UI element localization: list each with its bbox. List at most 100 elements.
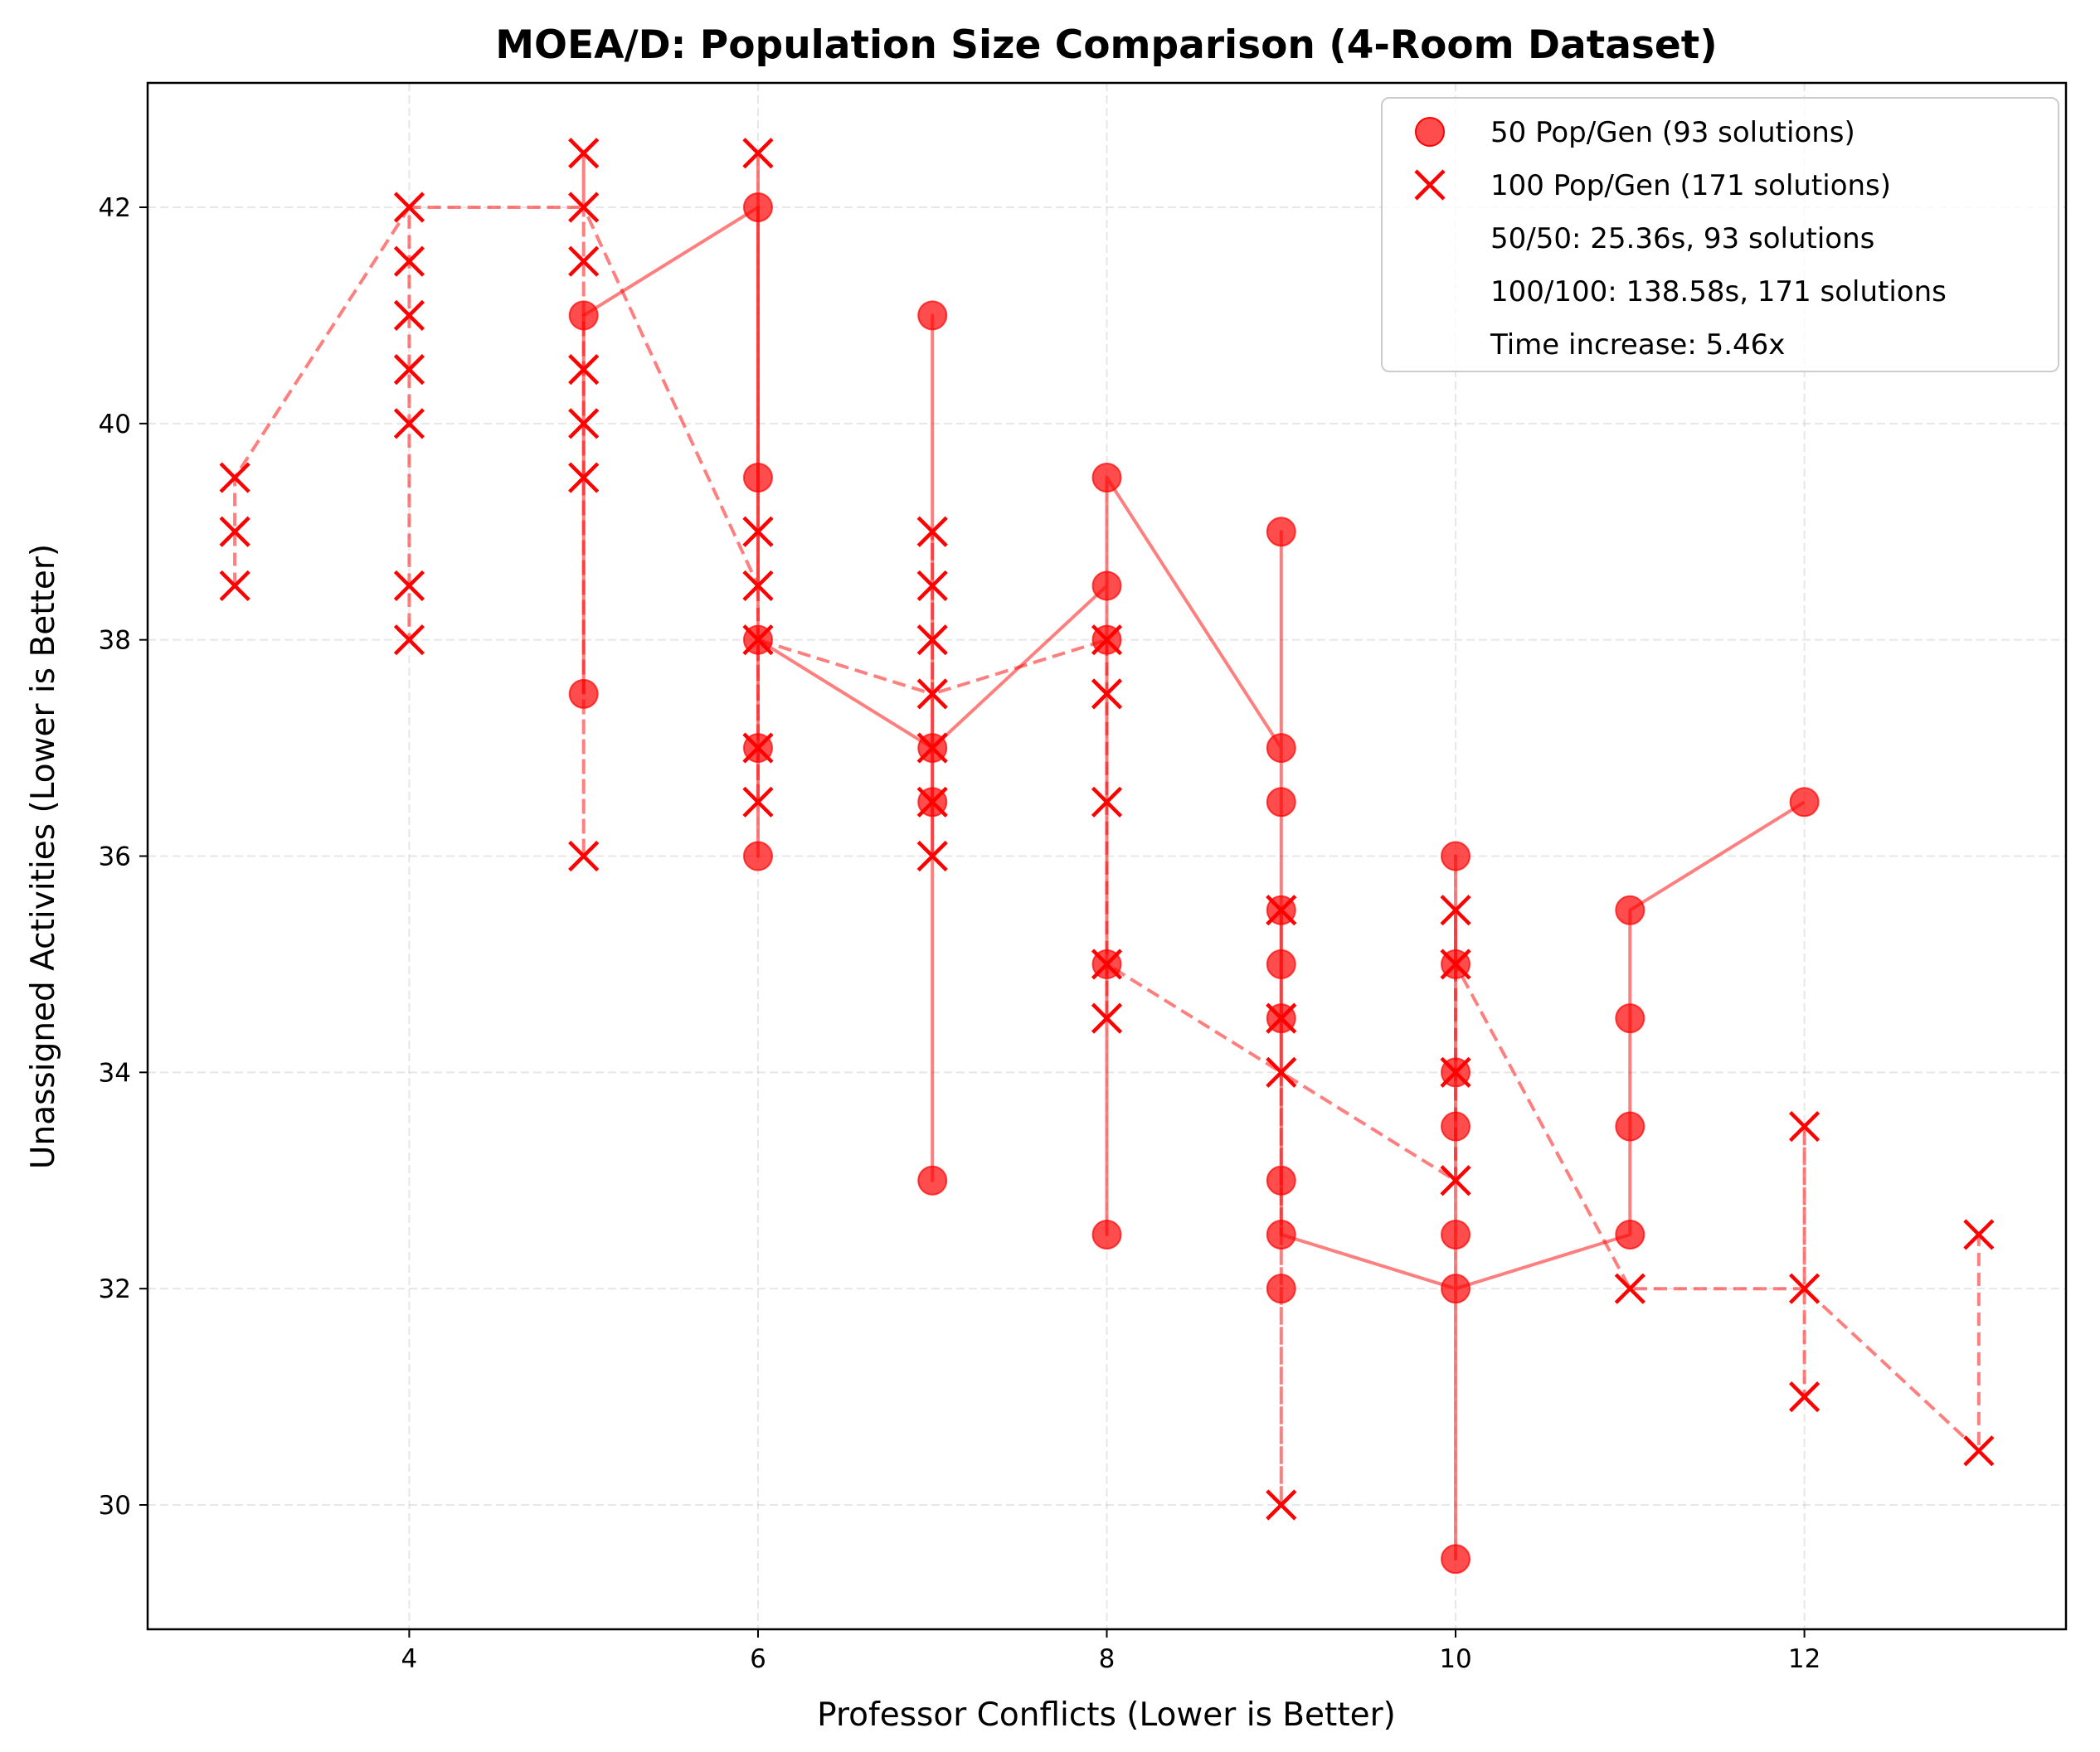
legend-entry-50-pop: 50 Pop/Gen (93 solutions) [1490, 116, 1855, 149]
data-point-x-stroke [916, 516, 948, 547]
data-point-circle [568, 300, 599, 331]
data-point-x-stroke [742, 570, 774, 602]
data-point-x-stroke [742, 516, 774, 547]
legend: 50 Pop/Gen (93 solutions) 100 Pop/Gen (1… [1381, 97, 2059, 372]
data-point-x-stroke [393, 245, 425, 277]
data-point-x [1963, 1435, 1995, 1467]
data-point-x [916, 570, 948, 602]
data-point-circle [1266, 1165, 1296, 1196]
data-point-x [916, 732, 948, 764]
data-point-x [393, 192, 425, 223]
data-point-circle [1266, 1274, 1296, 1304]
data-point-x-stroke [568, 354, 600, 386]
data-point-circle [742, 841, 773, 871]
data-point-x-stroke [1266, 895, 1297, 926]
y-tick-label: 36 [99, 842, 131, 872]
data-point-x-stroke [742, 138, 774, 169]
y-tick-label: 42 [99, 193, 131, 223]
data-point-x-stroke [219, 570, 250, 602]
x-tick-label: 8 [1099, 1644, 1116, 1674]
data-point-x-stroke [916, 570, 948, 602]
data-point-x [1266, 1489, 1297, 1521]
data-point-x [1440, 895, 1471, 926]
data-point-circle [1441, 841, 1471, 871]
data-point-x-stroke [1266, 1056, 1297, 1088]
data-point-circle [1091, 1219, 1122, 1250]
legend-entry-50-50-time: 50/50: 25.36s, 93 solutions [1490, 222, 1874, 255]
data-point-x [742, 516, 774, 547]
data-point-x [568, 354, 600, 386]
data-point-x [393, 354, 425, 386]
data-point-x-stroke [1614, 1273, 1645, 1304]
x-tick-label: 4 [401, 1644, 418, 1674]
data-point-x-stroke [219, 462, 250, 493]
data-point-x [1266, 1002, 1297, 1034]
data-point-circle [1266, 517, 1296, 547]
data-point-x [742, 732, 774, 764]
data-point-circle [568, 678, 599, 709]
data-point-circle [1441, 1544, 1471, 1575]
data-point-x-stroke [568, 245, 600, 277]
series-line-2 [233, 151, 1981, 1507]
data-point-x [1440, 949, 1471, 980]
data-point-x [1266, 895, 1297, 926]
data-point-x [916, 840, 948, 872]
legend-box [1381, 97, 2059, 372]
data-point-x-stroke [1440, 895, 1471, 926]
data-point-x [568, 840, 600, 872]
data-point-x [393, 570, 425, 602]
data-point-x-stroke [393, 624, 425, 656]
y-axis-ticks: 30 32 34 36 38 40 42 [99, 193, 148, 1521]
data-point-x [393, 408, 425, 439]
data-point-x-stroke [916, 624, 948, 656]
data-point-x [1788, 1381, 1820, 1413]
data-point-x-stroke [1266, 1489, 1297, 1521]
legend-x-marker [1414, 169, 1446, 201]
data-point-x-stroke [393, 299, 425, 331]
data-point-x-stroke [1091, 786, 1123, 818]
data-point-x [1266, 1056, 1297, 1088]
data-point-x-stroke [568, 840, 600, 872]
x-tick-label: 6 [750, 1644, 766, 1674]
y-tick-label: 32 [99, 1274, 131, 1304]
data-point-x [568, 408, 600, 439]
data-markers [219, 138, 1995, 1575]
data-point-x [568, 192, 600, 223]
data-point-x-stroke [1788, 1273, 1820, 1304]
data-point-x-stroke [1963, 1435, 1995, 1467]
data-point-x-stroke [1091, 1002, 1123, 1034]
data-point-circle [1266, 1219, 1296, 1250]
data-point-circle [1615, 1111, 1645, 1142]
data-point-x-stroke [742, 624, 774, 656]
data-point-x-stroke [1091, 949, 1123, 980]
data-point-circle [1789, 787, 1820, 818]
x-axis-label: Professor Conflicts (Lower is Better) [817, 1696, 1396, 1734]
data-point-x-stroke [1963, 1219, 1995, 1250]
data-point-circle [1441, 1274, 1471, 1304]
data-point-circle [1266, 787, 1296, 818]
data-point-x-stroke [1440, 949, 1471, 980]
y-tick-label: 30 [99, 1491, 131, 1521]
data-point-x [568, 138, 600, 169]
data-point-circle [1441, 1111, 1471, 1142]
data-point-x [1091, 678, 1123, 710]
data-point-x [568, 245, 600, 277]
data-point-x [742, 786, 774, 818]
data-point-x [742, 138, 774, 169]
data-point-circle [742, 463, 773, 493]
data-point-x [916, 678, 948, 710]
data-point-x [219, 462, 250, 493]
data-point-x-stroke [1091, 624, 1123, 656]
data-point-x-stroke [916, 786, 948, 818]
data-point-x-stroke [1440, 1165, 1471, 1196]
data-point-x [1788, 1273, 1820, 1304]
data-point-x-stroke [1091, 678, 1123, 710]
data-point-x-stroke [393, 192, 425, 223]
data-point-circle [1441, 1219, 1471, 1250]
data-point-x [1440, 1056, 1471, 1088]
data-point-circle [742, 192, 773, 222]
data-point-x-stroke [393, 570, 425, 602]
data-point-x [568, 462, 600, 493]
data-point-x [1091, 624, 1123, 656]
